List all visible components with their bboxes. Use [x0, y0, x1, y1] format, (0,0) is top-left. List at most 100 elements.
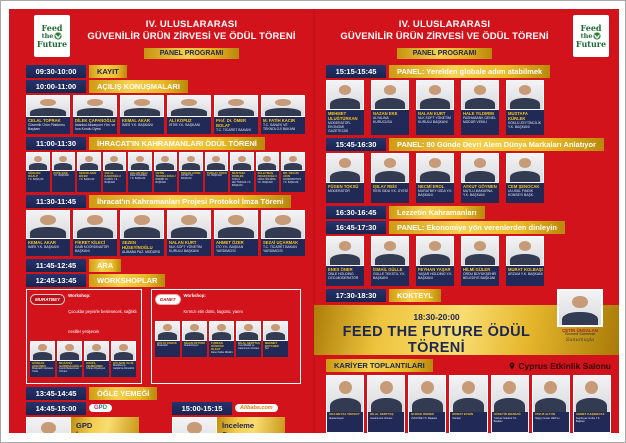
speaker-photo	[236, 320, 261, 341]
alibaba-block: 15:00-15:15 Alibaba.com SEZEN HÜSEYİNOĞL…	[172, 401, 285, 433]
speaker-title: KÖKLÜ ZEYTİNCİLİK Y.K. BAŞKANI	[232, 177, 252, 187]
time-label: 15:00-15:15	[172, 401, 232, 415]
gpd-block-head: 14:45-15:00 GPD	[26, 401, 139, 415]
award-ceremony-banner: 18:30-20:00 FEED THE FUTURE ÖDÜL TÖRENİ …	[314, 289, 619, 356]
logo-word-future: Future	[36, 39, 68, 49]
speaker-name: GÖNÜL ZEHİRÖREN	[86, 360, 103, 368]
danet-logo: DANET	[155, 294, 181, 306]
speaker-title: OSTİM Y.K. BAŞKANI	[181, 174, 194, 181]
speaker-photo	[120, 95, 164, 117]
speaker-card: MUSTAFA KÜRLEK KÖKLÜ ZEYTİNCİLİK Y.K. BA…	[230, 152, 254, 193]
speaker-name: ORHAN AYDIN	[181, 171, 201, 176]
speaker-nameplate: CEM ŞENOCAK ULUSAL FINDIK KONSEYİ BAŞK.	[506, 183, 544, 204]
speaker-card: NALAN KURT NLK SOFT YÖNETİM KURULU BAŞKA…	[167, 210, 211, 257]
workshop-topic-text: Çocuklar peynirle beslenecek, sağlıklı n…	[68, 308, 137, 334]
time-label: 16:45-17:30	[326, 221, 386, 235]
speaker-name: ÇETİN TECDELİOĞLU	[155, 171, 176, 179]
speaker-title: Gastronomi Uzmanı	[370, 416, 393, 420]
speaker-photo	[73, 210, 117, 240]
career-card: HÜSEYİN BOZDAĞ Turkuaz İstanbul Y.K. Baş…	[490, 375, 529, 433]
feed-the-future-logo: Feed the Future	[573, 15, 609, 57]
speaker-card: TURGAY TERZİ Y.K. BAŞKANI	[204, 152, 228, 193]
speaker-nameplate: BİLAL SERTTAŞ Gastronomi Uzmanı	[368, 412, 405, 433]
speaker-name: DİLEK ÇAPANOĞLU	[75, 118, 116, 123]
schedule-row-kayit: 09:30-10:00 KAYIT	[26, 65, 309, 78]
workshop-head: DANET Workshop: Kırmızı etin dünü, bugün…	[155, 293, 297, 318]
speaker-nameplate: ALİ KOPUZ İSTİB Y.K. BAŞKANI	[167, 117, 211, 135]
speakers-panel2: FÜGEN TOKSÜ MODERATÖR IŞILAY REİS REİS G…	[326, 153, 611, 204]
session-badge: WORKSHOPLAR	[89, 274, 166, 288]
speaker-name: BİLAL SERTTAŞ	[370, 412, 394, 417]
speaker-photo	[326, 236, 364, 267]
session-badge: KOKTEYL	[389, 289, 441, 303]
schedule-row-panel2: 15:45-16:30 PANEL: 80 Günde Devri Alem D…	[326, 138, 611, 152]
logo-word-the: the	[581, 32, 602, 40]
speaker-nameplate: NALAN KURT NLK SOFT YÖNETİM KURULU BAŞKA…	[416, 110, 454, 136]
schedule-row-protokol: 11:30-11:45 İhracat'ın Kahramanları Proj…	[26, 195, 309, 209]
career-slot-time: MODERATÖR	[368, 432, 405, 433]
speaker-card: ALP ÖNDER ÖZPAMUKÇU GPD Y.K. BAŞKANI	[26, 416, 71, 433]
speaker-photo	[26, 416, 71, 433]
speaker-nameplate: Prof. Dr. ÖMER BOLAT T.C. TİCARET BAKANI	[214, 117, 258, 135]
speaker-nameplate: HULUSİ DİAZ DİAZ HOLDİNG Y.K. BAŞKANI	[128, 171, 152, 193]
speaker-card: FURKAN GÜNGÖR OLKAT Danet Kalite Müdürü	[209, 320, 234, 357]
speaker-title: T.C. SANAYİ VE TEKNOLOJİ BAKANI	[263, 123, 296, 132]
speakers-protokol: KEMAL AKAR İMES Y.K. BAŞKANI FİKRET KİLE…	[26, 210, 309, 257]
speaker-name: M. FATİH KACIR	[263, 118, 296, 123]
speaker-name: HİLMİ GÜLER	[463, 267, 491, 273]
speaker-title: Muratbey İş Geliştirme Direktörü	[113, 363, 135, 370]
speaker-nameplate: MUSTAFA KÜRLEK KÖKLÜ ZEYTİNCİLİK Y.K. BA…	[506, 110, 544, 136]
speaker-title: Y.K. BAŞKANI	[79, 177, 95, 181]
speaker-title: YAŞAR HOLDİNG Y.K. BAŞKANI	[418, 272, 453, 281]
speaker-photo	[532, 376, 569, 413]
career-header: KARİYER TOPLANTILARI Cyprus Etkinlik Sal…	[326, 359, 611, 373]
speaker-photo	[416, 153, 454, 184]
speaker-name: NAZAN EKE	[373, 111, 398, 116]
speaker-nameplate: KEMAL AKAR İMES Y.K. BAŞKANI	[26, 239, 70, 257]
speaker-name: HULUSİ DİAZ	[130, 171, 148, 176]
left-page: Feed the Future IV. ULUSLARARASI GÜVENİL…	[9, 9, 314, 433]
speaker-photo	[450, 376, 487, 413]
speaker-nameplate: DR. ÖZGÜR AKIN AKINROBOTICS Y.K. BAŞKANI	[281, 171, 305, 193]
time-label: 15:45-16:30	[326, 138, 386, 152]
speaker-title: Yerel Mutfak ve Gastronomi Uzmanı	[238, 343, 260, 350]
speaker-nameplate: ENES ÖNER ÖNLE HOLDİNG CEO-MODERATÖR	[326, 266, 364, 287]
time-label: 14:45-15:00	[26, 401, 86, 415]
feed-the-future-logo: Feed the Future	[34, 15, 70, 57]
speaker-name: MUSTAFA KÜRLEK	[232, 171, 246, 179]
speaker-name: AYKUT GÖYMEN	[463, 184, 497, 190]
career-card: MURAT EVGİN Sanatçı 13:15-14:00	[449, 375, 488, 433]
time-label: 11:00-11:30	[26, 137, 86, 151]
schedule-row-odul: 11:00-11:30 İHRACAT'IN KAHRAMANLARI ÖDÜL…	[26, 137, 309, 151]
speaker-nameplate: DİLEK ÇAPANOĞLU İstanbul Akvaryum Yön. v…	[73, 117, 117, 135]
gpd-logo: GPD	[89, 403, 113, 413]
gpd-session-text: GPD İnovasyon Yarışması Sonuçları	[71, 416, 139, 433]
speaker-name: FEYHAN YAŞAR	[418, 267, 451, 273]
speaker-nameplate: IŞILAY REİS REİS GIDA Y.K. ÜYESİ	[371, 183, 409, 204]
speaker-photo	[204, 152, 228, 172]
speaker-nameplate: TURGAY TERZİ Y.K. BAŞKANI	[204, 171, 228, 193]
title-line1: IV. ULUSLARARASI	[398, 19, 491, 30]
speaker-name: NALAN KURT	[418, 111, 446, 116]
speaker-name: MURAT KOLBAŞI	[508, 267, 543, 273]
speaker-title: İTO Y.K. BAŞKAN YARDIMCISI	[216, 245, 244, 254]
speaker-title: T.C. TİCARET BAKAN YARDIMCISI	[263, 245, 297, 254]
speaker-card: İSMAİL GÜLLE GÜLLE TEKSTİL Y.K. BAŞKANI	[371, 236, 409, 287]
gpd-block-body: ALP ÖNDER ÖZPAMUKÇU GPD Y.K. BAŞKANI GPD…	[26, 416, 139, 433]
speaker-name: CELAL TOPRAK	[28, 118, 61, 123]
career-card: BURAK ÖNDER ZUCCİDE Y.K. Başkanı 12:15-1…	[408, 375, 447, 433]
speaker-photo	[167, 210, 211, 240]
speaker-name: SEZAİ UÇARMAK	[263, 240, 299, 246]
speaker-photo	[84, 340, 109, 361]
speaker-title: İDDMİB Y.K. BAŞKANI	[155, 177, 169, 184]
schedule-row-ogle: 13:45-14:45 ÖĞLE YEMEĞİ	[26, 386, 309, 400]
title-line2: GÜVENİLİR ÜRÜN ZİRVESİ VE ÖDÜL TÖRENİ	[87, 31, 296, 42]
time-label: 12:45-13:45	[26, 274, 86, 288]
speaker-title: NLK SOFT YÖNETİM KURULU BAŞKANI	[418, 116, 451, 125]
speaker-title: KADOİL Y.K. BAŞKANI	[104, 177, 119, 184]
speaker-nameplate: ADA BEYZA TOKSOY Akademisyen	[327, 412, 364, 433]
speaker-card: NİHAN ÖZTÜRK Akademisyen	[182, 320, 207, 357]
time-label: 09:30-10:00	[26, 65, 86, 78]
speaker-card: SEZEN HÜSEYİNOĞLU ALİBABA PAZ. MÜDÜRÜ	[120, 210, 164, 257]
speaker-name: GÖKHAN OĞALP	[28, 171, 41, 179]
